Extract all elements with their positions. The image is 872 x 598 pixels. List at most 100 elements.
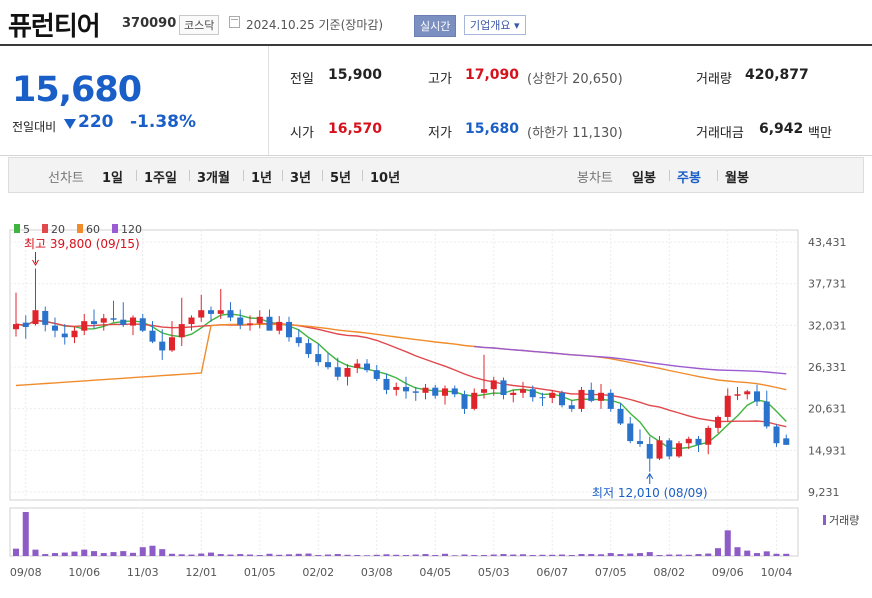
volume-bar <box>373 554 380 556</box>
candle-body <box>266 316 273 331</box>
legend-swatch <box>112 224 118 233</box>
legend-label: 120 <box>121 223 142 236</box>
period-tab-0[interactable]: 1일 <box>102 171 124 186</box>
volume-bar <box>558 554 566 556</box>
candlestick-chart[interactable]: 43,431 37,731 32,031 26,331 20,631 14,931 9,23… <box>0 210 872 596</box>
candle-body <box>42 310 49 325</box>
x-tick-label: 09/06 <box>712 566 744 579</box>
period-tab-1[interactable]: 1주일 <box>144 171 177 186</box>
candle-body <box>675 443 683 457</box>
candle-body <box>500 380 507 396</box>
volume-bar <box>188 554 195 556</box>
period-tab-4[interactable]: 3년 <box>290 171 312 186</box>
period-separator <box>136 170 137 181</box>
market-badge: 코스닥 <box>179 15 220 35</box>
candle-body <box>636 441 644 444</box>
candle-body <box>539 397 546 399</box>
x-tick-label: 11/03 <box>127 566 159 579</box>
volume-bar <box>354 555 361 556</box>
candle-separator <box>669 170 670 181</box>
volume-bar <box>783 553 790 556</box>
change-label: 전일대비 <box>12 120 57 134</box>
candle-body <box>432 387 439 396</box>
volume-bar <box>198 553 205 556</box>
period-tab-2[interactable]: 3개월 <box>197 171 230 186</box>
volume-bar <box>246 554 254 556</box>
candle-body <box>237 317 244 325</box>
volume-bar <box>100 553 107 556</box>
candle-body <box>597 392 605 401</box>
candle-body <box>139 318 146 331</box>
volume-bar <box>32 549 39 556</box>
volume-label: 거래량 <box>696 72 732 87</box>
candle-body <box>588 389 595 401</box>
low-annotation: 최저 12,010 (08/09) <box>592 486 708 500</box>
volume-bar <box>22 512 29 556</box>
candle-body <box>753 391 761 402</box>
period-tab-3[interactable]: 1년 <box>251 171 273 186</box>
volume-bar <box>471 555 478 556</box>
candle-body <box>744 391 751 395</box>
volume-bar <box>334 554 341 556</box>
candle-body <box>276 321 283 331</box>
volume-bar <box>617 554 624 556</box>
volume-bar <box>237 554 244 556</box>
y-tick-label: 32,031 <box>808 319 847 332</box>
volume-bar <box>441 553 449 556</box>
volume-bar <box>393 554 400 556</box>
candle-separator <box>717 170 718 181</box>
volume-bar <box>139 547 146 556</box>
candle-body <box>783 438 790 445</box>
company-overview-dropdown[interactable]: 기업개요 ▾ <box>464 15 526 35</box>
candle-body <box>256 316 263 324</box>
volume-legend-swatch <box>823 515 826 525</box>
volume-bar <box>607 553 614 556</box>
volume-bar <box>285 554 293 556</box>
x-tick-label: 10/04 <box>761 566 793 579</box>
candle-body <box>217 310 224 314</box>
candle-body <box>617 408 624 424</box>
volume-bar <box>217 554 224 556</box>
x-tick-label: 01/05 <box>244 566 276 579</box>
volume-bar <box>705 553 712 556</box>
candle-body <box>714 416 722 428</box>
candle-body <box>763 401 770 427</box>
candle-body <box>168 337 176 351</box>
candle-body <box>646 443 653 459</box>
candle-tab-0[interactable]: 일봉 <box>632 171 656 186</box>
y-tick-label: 43,431 <box>808 236 847 249</box>
volume-bar <box>422 554 429 556</box>
volume-bar <box>695 554 702 556</box>
realtime-button[interactable]: 실시간 <box>414 15 457 37</box>
candle-body <box>549 392 556 398</box>
candle-body <box>578 389 585 409</box>
period-tab-5[interactable]: 5년 <box>330 171 352 186</box>
volume-bar <box>110 552 117 556</box>
y-tick-label: 26,331 <box>808 361 847 374</box>
candle-tab-1[interactable]: 주봉 <box>677 171 701 186</box>
candle-body <box>81 321 88 331</box>
volume-bar <box>734 547 741 556</box>
candle-tab-2[interactable]: 월봉 <box>725 171 749 186</box>
candle-body <box>71 330 78 338</box>
volume-bar <box>149 545 156 556</box>
candle-body <box>510 392 517 396</box>
change-percent: -1.38% <box>130 112 197 132</box>
candle-body <box>402 386 410 392</box>
volume-bar <box>675 554 683 556</box>
prev-close-label: 전일 <box>290 72 314 87</box>
quote-panel <box>0 46 872 156</box>
volume-bar <box>51 553 59 556</box>
period-tab-6[interactable]: 10년 <box>370 171 401 186</box>
volume-bar <box>519 554 527 556</box>
volume-bar <box>568 555 575 556</box>
candle-body <box>315 354 322 363</box>
x-tick-label: 05/03 <box>478 566 510 579</box>
volume-bar <box>383 554 390 556</box>
volume-bar <box>539 554 546 556</box>
current-price: 15,680 <box>12 70 142 110</box>
candle-body <box>607 392 614 409</box>
volume-bar <box>305 553 312 556</box>
volume-bar <box>588 554 595 556</box>
candle-body <box>480 389 488 393</box>
